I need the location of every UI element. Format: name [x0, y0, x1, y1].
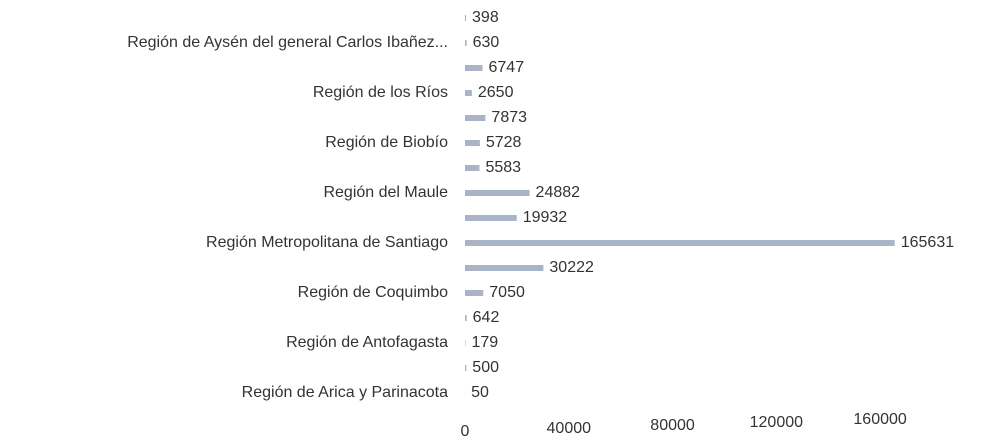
bar [465, 90, 472, 96]
bar [465, 140, 480, 146]
x-tick-label: 160000 [853, 411, 906, 428]
value-label: 24882 [536, 184, 581, 201]
value-label: 19932 [523, 209, 568, 226]
y-tick-label: Región de Aysén del general Carlos Ibañe… [127, 34, 448, 51]
value-label: 7873 [491, 109, 527, 126]
y-tick-label: Región de los Ríos [313, 84, 448, 101]
value-label: 6747 [489, 59, 525, 76]
y-tick-label: Región Metropolitana de Santiago [206, 234, 448, 251]
x-tick-label: 0 [461, 423, 470, 440]
value-label: 630 [473, 34, 500, 51]
y-tick-label: Región de Biobío [325, 134, 448, 151]
bar [465, 315, 467, 321]
bar [465, 240, 895, 246]
bar [465, 65, 483, 71]
bar [465, 365, 467, 371]
bar [465, 290, 484, 296]
value-label: 30222 [549, 259, 594, 276]
y-tick-label: Región de Arica y Parinacota [242, 384, 448, 401]
x-tick-label: 80000 [650, 417, 695, 434]
value-label: 7050 [489, 284, 525, 301]
x-tick-label: 120000 [750, 414, 803, 431]
value-label: 398 [472, 9, 499, 26]
y-tick-label: Región de Antofagasta [286, 334, 448, 351]
value-label: 500 [472, 359, 499, 376]
y-tick-label: Región del Maule [323, 184, 448, 201]
value-label: 179 [471, 334, 498, 351]
value-label: 5583 [485, 159, 521, 176]
value-label: 50 [471, 384, 489, 401]
value-label: 5728 [486, 134, 522, 151]
bar [465, 115, 486, 121]
bar [465, 265, 544, 271]
bar [465, 15, 467, 21]
x-tick-label: 40000 [547, 420, 592, 437]
value-label: 2650 [478, 84, 514, 101]
bar [465, 165, 480, 171]
value-label: 165631 [901, 234, 954, 251]
value-label: 642 [473, 309, 500, 326]
bar [465, 40, 467, 46]
bar [465, 215, 517, 221]
y-tick-label: Región de Coquimbo [298, 284, 448, 301]
bar [465, 190, 530, 196]
